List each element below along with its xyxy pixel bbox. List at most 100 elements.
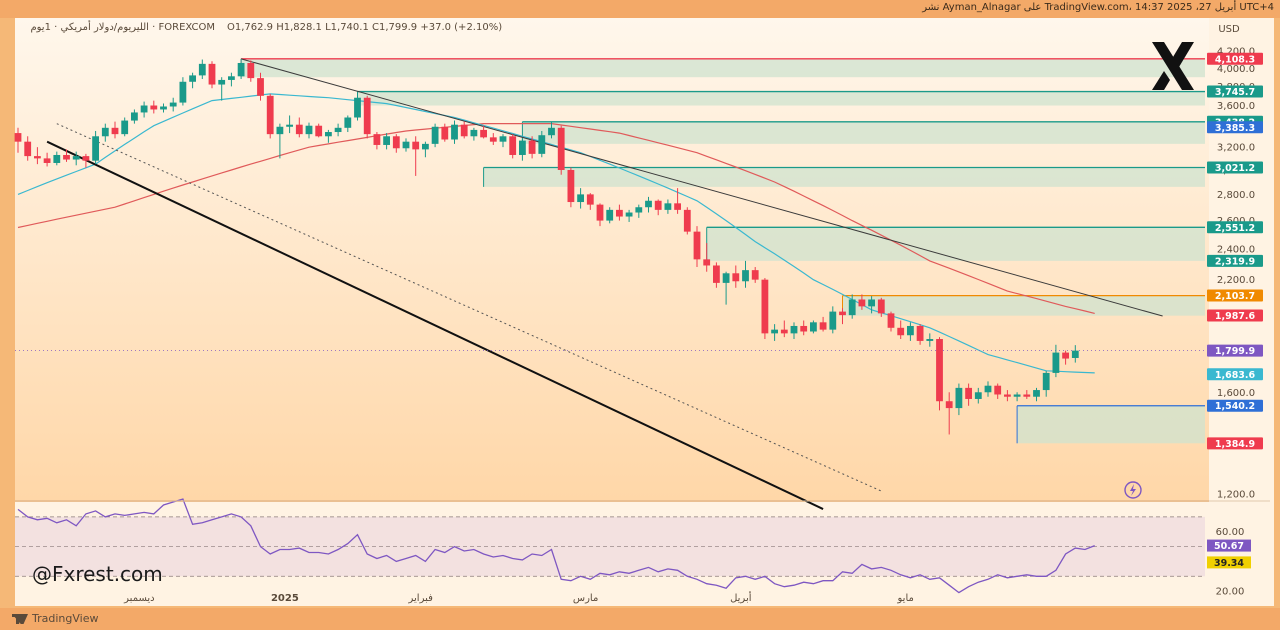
zone-0: [241, 58, 1206, 78]
rsi-tag-label: 39.34: [1214, 558, 1244, 569]
rsi-tag-0: [1207, 539, 1251, 552]
candle-81: [800, 320, 808, 336]
candle-body: [771, 329, 778, 334]
candle-body: [392, 136, 400, 149]
tradingview-logo[interactable]: TradingView: [12, 612, 98, 625]
candle-body: [936, 339, 943, 402]
candle-body: [286, 124, 293, 127]
y-tick-label: 2,200.0: [1217, 275, 1255, 286]
candle-body: [606, 209, 614, 221]
candle-body: [538, 135, 546, 154]
price-tag-7: [1207, 289, 1263, 302]
zone-6: [1017, 405, 1205, 444]
candle-75: [742, 260, 749, 288]
candle-23: [237, 58, 245, 80]
x-tick-label: 2025: [271, 593, 299, 604]
time-axis[interactable]: ديسمبر 2025 فبراير مارس أبريل مايو: [123, 481, 1142, 604]
candle-32: [325, 129, 332, 143]
rsi-panel: 60.00 20.00 50.67 39.34: [15, 498, 1270, 598]
candle-35: [354, 93, 361, 121]
candle-body: [101, 127, 109, 137]
price-tag-label: 3,385.3: [1215, 123, 1255, 134]
candle-body: [412, 141, 420, 150]
candle-44: [441, 123, 449, 142]
candle-body: [315, 125, 323, 137]
trendlines[interactable]: [15, 58, 1205, 510]
candle-body: [1013, 394, 1021, 397]
ma-slow-line: [17, 122, 1095, 314]
candle-51: [509, 134, 517, 159]
legend-symbol: الليريوم/دولار أمريكي · 1يوم · FOREXCOM: [30, 20, 215, 33]
candle-82: [810, 320, 817, 334]
candle-103: [1013, 392, 1021, 402]
candle-body: [198, 63, 206, 76]
candle-body: [926, 339, 934, 341]
candle-60: [596, 203, 604, 227]
candle-body: [460, 124, 468, 137]
candle-4: [53, 151, 61, 166]
zone-4: [706, 227, 1205, 261]
price-tag-label: 1,799.9: [1215, 346, 1255, 357]
candle-74: [732, 265, 740, 288]
price-axis[interactable]: 4,200.04,000.03,800.03,600.03,400.03,200…: [1207, 18, 1274, 606]
x-tick-label: مارس: [573, 593, 598, 604]
candle-37: [373, 132, 381, 150]
candle-100: [984, 381, 992, 397]
candle-body: [276, 126, 284, 135]
candle-12: [131, 109, 138, 124]
candle-3: [43, 152, 51, 167]
candle-body: [237, 62, 245, 77]
candle-31: [315, 123, 323, 138]
candle-body: [1052, 352, 1060, 373]
candle-body: [635, 207, 643, 213]
candle-90: [887, 311, 895, 332]
candle-body: [72, 156, 80, 160]
zone-2: [522, 121, 1205, 144]
candle-body: [92, 136, 99, 161]
candle-body: [354, 97, 361, 118]
publish-bar: نشر Ayman_Alnagar على TradingView.com، أ…: [0, 0, 1280, 18]
candle-92: [907, 322, 914, 341]
candle-body: [897, 327, 905, 336]
candle-body: [790, 325, 798, 334]
candle-88: [868, 296, 875, 314]
candle-36: [363, 95, 371, 139]
candle-body: [567, 169, 575, 203]
candle-64: [635, 204, 643, 218]
candle-body: [761, 279, 769, 334]
candle-body: [160, 106, 167, 110]
candle-98: [965, 383, 972, 406]
candle-body: [189, 75, 196, 82]
candle-8: [92, 130, 99, 165]
candle-body: [422, 143, 429, 150]
x-tick-label: مايو: [897, 593, 914, 604]
candle-body: [596, 204, 604, 221]
candle-body: [1071, 350, 1079, 358]
candle-38: [383, 133, 390, 150]
candle-77: [761, 278, 769, 340]
lightning-icon: [1124, 481, 1142, 499]
candle-86: [848, 294, 856, 319]
candle-69: [683, 207, 691, 235]
rsi-pane-bg: [15, 502, 1270, 606]
price-tag-label: 2,319.9: [1215, 256, 1255, 267]
candle-body: [907, 325, 914, 336]
price-tag-12: [1207, 437, 1263, 450]
y-tick-label: 3,200.0: [1217, 143, 1255, 154]
price-tag-10: [1207, 368, 1263, 381]
candle-body: [965, 387, 972, 399]
candle-97: [955, 383, 963, 416]
candle-body: [548, 127, 555, 136]
candle-62: [616, 204, 623, 221]
candle-body: [654, 200, 662, 210]
candle-body: [24, 141, 32, 157]
candle-41: [412, 136, 420, 176]
candle-47: [470, 127, 478, 141]
candle-body: [14, 133, 22, 142]
candle-body: [480, 129, 487, 138]
candle-body: [82, 156, 90, 161]
candle-67: [664, 199, 672, 214]
candle-0: [14, 127, 22, 153]
candle-19: [198, 59, 206, 80]
